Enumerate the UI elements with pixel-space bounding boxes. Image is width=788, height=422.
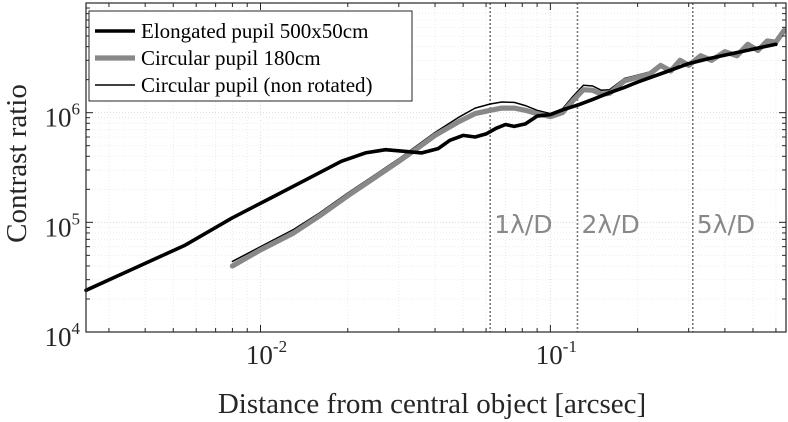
data-series — [84, 28, 787, 293]
plot-area-frame — [85, 2, 787, 333]
x-tick-label: 10-2 — [246, 337, 287, 370]
lambda-d-label: 5λ/D — [697, 210, 755, 239]
y-tick-label: 106 — [45, 100, 81, 133]
lambda-d-markers: 1λ/D 2λ/D 5λ/D — [489, 3, 755, 332]
y-tick-label: 104 — [45, 319, 81, 352]
legend: Elongated pupil 500x50cm Circular pupil 1… — [88, 10, 413, 102]
x-tick-label: 10-1 — [536, 337, 577, 370]
legend-label-1: Elongated pupil 500x50cm — [141, 19, 368, 43]
y-tick-label: 105 — [45, 209, 81, 242]
lambda-d-label: 1λ/D — [494, 210, 552, 239]
x-axis-label: Distance from central object [arcsec] — [218, 388, 646, 420]
lambda-d-label: 2λ/D — [581, 210, 639, 239]
legend-label-2: Circular pupil 180cm — [141, 46, 321, 70]
legend-box — [88, 10, 413, 102]
series-line-1 — [84, 42, 778, 293]
axis-ticks: 10-2 10-1 104 105 106 — [45, 2, 786, 370]
legend-label-3: Circular pupil (non rotated) — [141, 73, 373, 97]
y-axis-label: Contrast ratio — [1, 84, 33, 243]
